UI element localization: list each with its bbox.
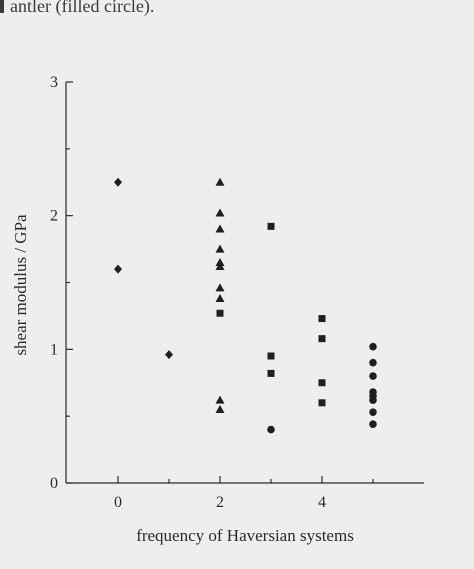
triangle-point [215, 395, 225, 404]
triangle-point [215, 208, 225, 217]
triangle-point [215, 257, 225, 266]
triangle-point [215, 283, 225, 292]
circle-point [267, 425, 275, 434]
square-point [267, 222, 275, 230]
x-axis-label: frequency of Haversian systems [136, 526, 354, 545]
x-tick-label: 2 [216, 494, 224, 511]
circle-point [369, 396, 377, 404]
square-point [318, 335, 326, 343]
square-point [267, 369, 275, 377]
circle-point [369, 408, 377, 416]
caption-fragment: antler (filled circle). [0, 0, 154, 17]
caption-text: antler (filled circle). [10, 0, 155, 16]
y-tick-label: 3 [50, 74, 58, 91]
circle-point [369, 372, 377, 380]
y-tick-label: 1 [50, 341, 58, 358]
x-tick-label: 0 [114, 494, 122, 511]
triangle-point [215, 224, 225, 233]
x-tick-label: 4 [318, 494, 326, 511]
triangle-point [215, 244, 225, 253]
circle-point [369, 358, 377, 367]
square-point [318, 399, 326, 407]
triangle-point [215, 261, 225, 270]
triangle-point [215, 294, 225, 303]
y-tick-label: 0 [50, 475, 58, 492]
diamond-point [114, 177, 122, 187]
triangle-point [215, 404, 225, 413]
y-tick-label: 2 [50, 208, 58, 225]
square-point [318, 379, 326, 387]
square-point [267, 352, 275, 360]
diamond-point [114, 264, 122, 274]
circle-point [369, 420, 377, 428]
triangle-point [215, 177, 225, 186]
caption-bar [0, 0, 4, 13]
diamond-point [165, 350, 173, 360]
square-point [216, 309, 224, 317]
circle-point [369, 342, 377, 351]
y-axis-label: shear modulus / GPa [11, 214, 30, 356]
square-point [318, 315, 326, 323]
